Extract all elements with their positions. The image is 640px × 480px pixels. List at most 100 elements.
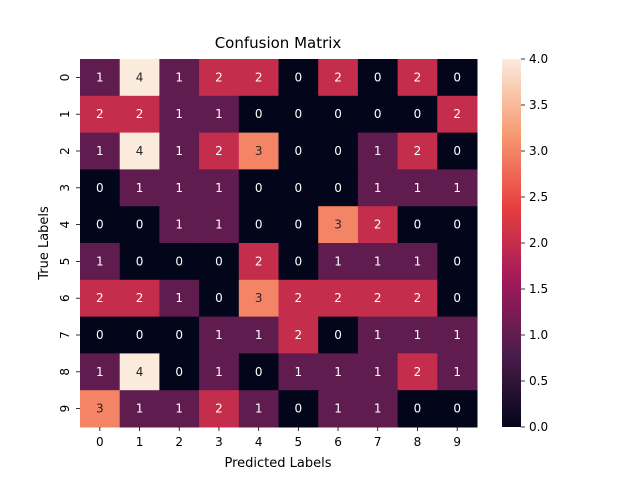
cell-value-label: 1 (175, 144, 183, 158)
heatmap-cell (199, 169, 240, 207)
cell-value-label: 0 (414, 402, 422, 416)
heatmap-cell (119, 132, 160, 170)
heatmap-cell (119, 169, 160, 207)
heatmap-cell (119, 243, 160, 281)
cell-value-label: 0 (334, 328, 342, 342)
y-tick-label: 9 (58, 405, 72, 413)
cell-value-label: 0 (295, 181, 303, 195)
chart-title: Confusion Matrix (215, 34, 342, 52)
heatmap-cell (397, 206, 438, 244)
cell-value-label: 2 (255, 70, 263, 84)
cell-value-label: 1 (136, 181, 144, 195)
heatmap-cell (119, 316, 160, 354)
cell-value-label: 1 (175, 291, 183, 305)
cell-value-label: 0 (136, 218, 144, 232)
heatmap-cell (357, 279, 399, 318)
cell-value-label: 1 (96, 70, 104, 84)
cell-value-label: 2 (96, 291, 104, 305)
cell-value-label: 0 (453, 402, 461, 416)
heatmap-cell (199, 353, 240, 391)
heatmap-cell (318, 132, 359, 170)
y-axis-label: True Labels (37, 206, 52, 281)
cell-value-label: 0 (96, 328, 104, 342)
colorbar-tick-label: 2.5 (529, 190, 548, 204)
heatmap-cell (80, 390, 121, 428)
heatmap-cell (397, 279, 438, 318)
heatmap-cell (318, 353, 359, 391)
x-tick-label: 8 (414, 435, 422, 449)
heatmap-cell (437, 132, 478, 170)
x-tick-label: 0 (96, 435, 104, 449)
cell-value-label: 2 (136, 107, 144, 121)
cell-value-label: 0 (295, 144, 303, 158)
heatmap-cell (437, 206, 478, 244)
heatmap-cell (238, 169, 279, 207)
heatmap-cell (357, 243, 399, 281)
cell-value-label: 1 (136, 402, 144, 416)
cell-value-label: 0 (453, 144, 461, 158)
heatmap-cell (119, 390, 160, 428)
heatmap-cell (80, 206, 121, 244)
heatmap-cell (437, 169, 478, 207)
cell-value-label: 1 (334, 402, 342, 416)
colorbar-tick-label: 3.5 (529, 98, 548, 112)
cell-value-label: 2 (414, 291, 422, 305)
cell-value-label: 0 (255, 365, 263, 379)
y-tick-label: 8 (58, 368, 72, 376)
heatmap-cell (437, 95, 478, 134)
heatmap-cell (278, 132, 319, 170)
cell-value-label: 2 (295, 291, 303, 305)
cell-value-label: 2 (414, 365, 422, 379)
cell-value-label: 1 (414, 254, 422, 268)
heatmap-cell (199, 95, 240, 134)
heatmap-cell (437, 279, 478, 318)
y-tick-label: 4 (58, 221, 72, 229)
cell-value-label: 1 (414, 181, 422, 195)
heatmap-cell (437, 243, 478, 281)
cell-value-label: 0 (453, 218, 461, 232)
cell-value-label: 2 (255, 254, 263, 268)
cell-value-label: 0 (96, 218, 104, 232)
heatmap-cell (119, 59, 160, 97)
heatmap-cell (119, 279, 160, 318)
heatmap-cell (357, 390, 399, 428)
cell-value-label: 0 (374, 107, 382, 121)
heatmap-cell (199, 243, 240, 281)
heatmap-cell (318, 243, 359, 281)
cell-value-label: 1 (374, 402, 382, 416)
heatmap-cell (357, 95, 399, 134)
heatmap-cell (238, 95, 279, 134)
y-tick-label: 3 (58, 184, 72, 192)
cell-value-label: 0 (453, 70, 461, 84)
cell-value-label: 0 (175, 328, 183, 342)
heatmap-cell (357, 132, 399, 170)
heatmap-cell (318, 316, 359, 354)
cell-value-label: 1 (96, 254, 104, 268)
cell-value-label: 1 (374, 144, 382, 158)
cell-value-label: 1 (175, 218, 183, 232)
cell-value-label: 0 (374, 70, 382, 84)
cell-value-label: 2 (334, 70, 342, 84)
heatmap-cell (119, 95, 160, 134)
colorbar-tick-label: 2.0 (529, 236, 548, 250)
heatmap-cell (397, 353, 438, 391)
heatmap-cell (119, 206, 160, 244)
heatmap-cell (159, 316, 200, 354)
heatmap-cell (159, 206, 200, 244)
heatmap-cell (278, 243, 319, 281)
heatmap-cell (80, 279, 121, 318)
heatmap-cell (238, 59, 279, 97)
heatmap-cell (238, 206, 279, 244)
cell-value-label: 1 (334, 365, 342, 379)
heatmap-cell (80, 353, 121, 391)
x-axis-ticks: 0 1 2 3 4 5 6 7 8 9 (96, 427, 461, 449)
cell-value-label: 1 (414, 328, 422, 342)
x-axis-label: Predicted Labels (224, 456, 331, 471)
cell-value-label: 2 (96, 107, 104, 121)
cell-value-label: 0 (175, 254, 183, 268)
cell-value-label: 0 (295, 107, 303, 121)
heatmap-cell (80, 59, 121, 97)
heatmap-cell (199, 132, 240, 170)
cell-value-label: 0 (453, 254, 461, 268)
